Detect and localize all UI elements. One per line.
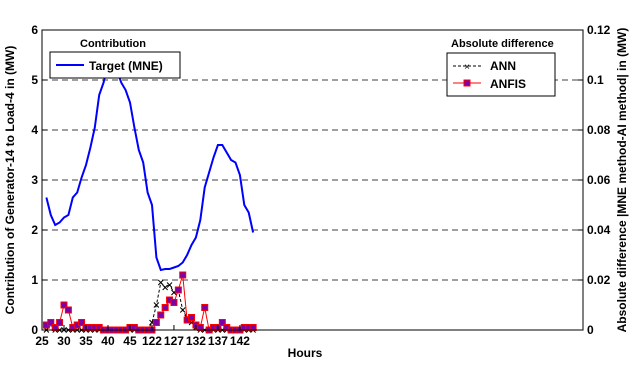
y-left-tick-label: 2: [31, 223, 38, 237]
y-left-tick-label: 0: [31, 323, 38, 337]
anfis-point: [218, 319, 226, 326]
anfis-point: [60, 301, 68, 309]
y-right-tick-label: 0.12: [587, 23, 611, 37]
anfis-point: [47, 319, 55, 326]
legend-anfis-label: ANFIS: [490, 77, 526, 91]
legend-anfis-marker: [463, 79, 471, 87]
anfis-point: [78, 319, 86, 326]
legend-contribution: Contribution Target (MNE): [49, 38, 181, 79]
anfis-point: [56, 319, 64, 326]
anfis-point: [188, 314, 196, 321]
ann-point: [179, 307, 186, 313]
anfis-point: [174, 286, 182, 294]
ann-point: [162, 284, 169, 291]
x-tick-label: 132: [186, 334, 206, 348]
legend-absolute-difference: Absolute difference × ANN ANFIS: [446, 38, 556, 97]
anfis-point: [64, 306, 72, 314]
y-right-tick-label: 0: [587, 323, 594, 337]
x-tick-label: 142: [230, 334, 250, 348]
legend-ann-label: ANN: [490, 59, 516, 73]
y-right-tick-label: 0.08: [587, 123, 611, 137]
x-tick-label: 25: [35, 334, 49, 348]
legend-absdiff-title: Absolute difference: [451, 38, 554, 50]
y-axis-right-title: Absolute difference |MNE method-AI metho…: [615, 28, 629, 333]
y-left-tick-label: 4: [31, 123, 38, 137]
x-tick-label: 122: [142, 334, 162, 348]
y-left-tick-label: 6: [31, 23, 38, 37]
y-axis-left-title: Contribution of Generator-14 to Load-4 i…: [3, 46, 17, 315]
y-right-tick-label: 0.06: [587, 173, 611, 187]
x-tick-label: 35: [79, 334, 93, 348]
ann-point: [166, 282, 173, 288]
ann-point: [157, 279, 164, 286]
x-tick-label: 127: [164, 334, 184, 348]
y-left-tick-label: 1: [31, 273, 38, 287]
x-tick-label: 137: [208, 334, 228, 348]
y-left-tick-label: 5: [31, 73, 38, 87]
anfis-point: [161, 304, 169, 311]
anfis-point: [170, 299, 178, 306]
ann-point: [153, 302, 160, 308]
anfis-point: [201, 304, 209, 311]
legend-contribution-title: Contribution: [80, 38, 146, 50]
anfis-point: [157, 311, 165, 319]
x-tick-label: 45: [123, 334, 137, 348]
y-right-tick-label: 0.04: [587, 223, 611, 237]
x-tick-label: 30: [57, 334, 71, 348]
grid-lines: [42, 79, 583, 281]
legend-target-label: Target (MNE): [89, 59, 163, 73]
anfis-point: [152, 319, 160, 326]
y-right-tick-label: 0.1: [587, 73, 604, 87]
legend-ann-marker: ×: [464, 62, 470, 73]
legend-absdiff-box: [446, 52, 556, 97]
y-right-tick-label: 0.02: [587, 273, 611, 287]
y-left-tick-label: 3: [31, 173, 38, 187]
x-axis-title: Hours: [288, 346, 323, 360]
target-mne-series-line: [45, 58, 255, 272]
anfis-point: [179, 271, 187, 279]
x-tick-label: 40: [101, 334, 115, 348]
